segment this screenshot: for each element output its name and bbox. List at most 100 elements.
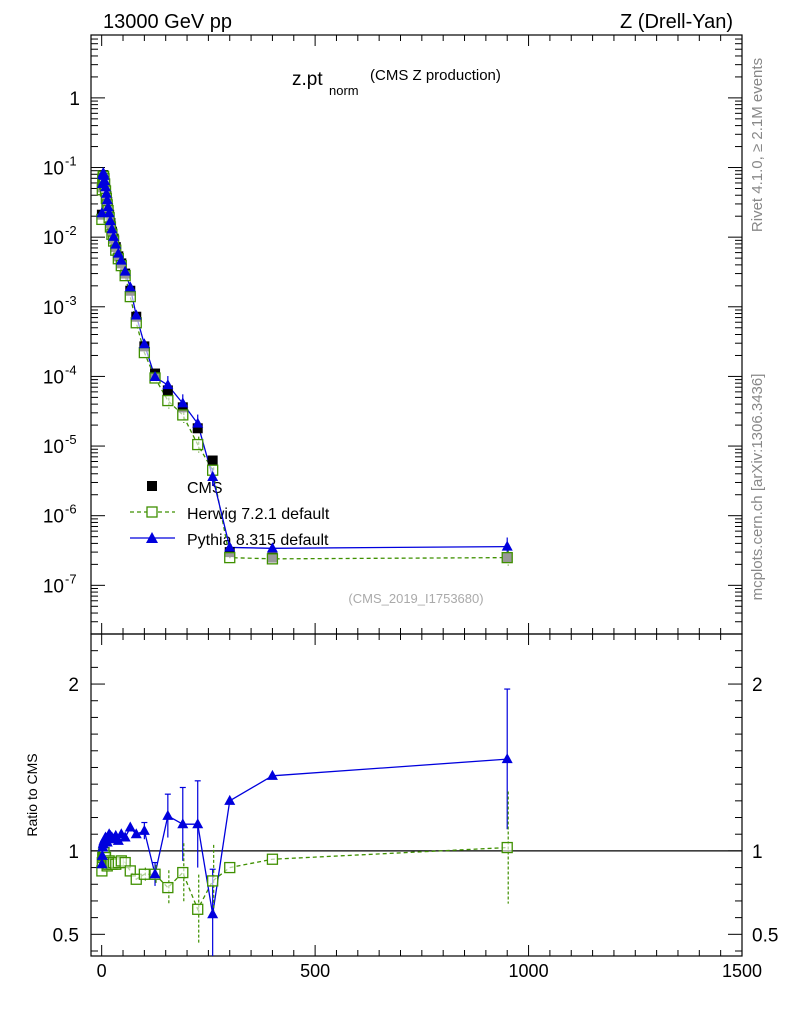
- ratio-axis-label: Ratio to CMS: [24, 753, 40, 836]
- pythia-ratio-point: [192, 818, 204, 829]
- pythia-point: [103, 207, 115, 218]
- plot-title-subscript: norm: [329, 83, 359, 98]
- x-tick-label: 1500: [722, 961, 762, 981]
- herwig-ratio-point: [124, 865, 136, 877]
- y-tick-label: 10: [43, 576, 64, 597]
- pythia-point: [224, 541, 236, 552]
- herwig-point: [192, 438, 204, 451]
- y-tick-exponent: -3: [65, 293, 77, 308]
- cms-point: [192, 423, 203, 434]
- mcplots-label: mcplots.cern.ch [arXiv:1306.3436]: [749, 374, 766, 601]
- pythia-ratio-point: [266, 769, 278, 780]
- cms-point: [162, 385, 173, 396]
- herwig-point: [177, 409, 189, 421]
- pythia-point: [149, 371, 161, 382]
- x-tick-label: 0: [97, 961, 107, 981]
- pythia-point: [501, 540, 513, 551]
- header-right: Z (Drell-Yan): [620, 11, 733, 33]
- pythia-ratio-point: [130, 828, 142, 839]
- y-tick-exponent: -7: [65, 571, 77, 586]
- pythia-point: [138, 338, 150, 349]
- legend-label-cms: CMS: [187, 480, 223, 497]
- pythia-point: [207, 470, 219, 481]
- y-tick-label: 10: [43, 159, 64, 180]
- pythia-point: [108, 230, 120, 241]
- pythia-point: [100, 187, 112, 198]
- herwig-point: [266, 553, 279, 565]
- y-tick-label: 10: [43, 437, 64, 458]
- plot-title-note: (CMS Z production): [370, 67, 501, 84]
- pythia-point: [177, 397, 189, 408]
- y-tick-label: 10: [43, 507, 64, 528]
- pythia-point: [104, 215, 116, 226]
- pythia-ratio-point: [112, 834, 124, 845]
- y-tick-label: 10: [43, 367, 64, 388]
- herwig-ratio-point: [207, 875, 219, 887]
- ratio-tick-label-right: 1: [752, 842, 763, 863]
- y-tick-exponent: -6: [65, 502, 77, 517]
- herwig-ratio-point: [192, 903, 204, 915]
- herwig-ratio-point: [501, 841, 513, 854]
- pythia-point: [110, 238, 122, 249]
- legend-label-herwig: Herwig 7.2.1 default: [187, 506, 330, 523]
- pythia-point: [101, 194, 113, 205]
- pythia-point: [124, 281, 136, 292]
- pythia-point: [96, 207, 108, 218]
- pythia-point: [119, 265, 131, 276]
- y-tick-exponent: -5: [65, 432, 77, 447]
- y-tick-exponent: -4: [65, 362, 77, 377]
- legend-marker-cms: [147, 481, 157, 491]
- pythia-point: [266, 542, 278, 553]
- header-left: 13000 GeV pp: [103, 11, 232, 33]
- pythia-ratio-point: [149, 868, 161, 879]
- herwig-point: [138, 346, 151, 359]
- pythia-point: [98, 169, 110, 180]
- legend-marker-pythia: [146, 532, 158, 543]
- herwig-point: [124, 290, 136, 303]
- pythia-point: [192, 417, 204, 428]
- pythia-ratio-point: [224, 794, 236, 805]
- y-tick-label: 10: [43, 228, 64, 249]
- pythia-point: [130, 309, 142, 320]
- pythia-ratio-point: [101, 836, 113, 847]
- ratio-tick-label: 2: [68, 675, 79, 696]
- pythia-ratio-point: [162, 809, 174, 820]
- legend-marker-herwig: [146, 506, 158, 518]
- pythia-ratio-point: [96, 849, 108, 860]
- y-tick-label: 10: [43, 298, 64, 319]
- pythia-point: [106, 223, 118, 234]
- pythia-ratio-point: [177, 818, 189, 829]
- rivet-label: Rivet 4.1.0, ≥ 2.1M events: [749, 58, 766, 232]
- ratio-tick-label-right: 2: [752, 675, 763, 696]
- herwig-point: [224, 551, 236, 564]
- herwig-point: [162, 394, 174, 407]
- herwig-point: [501, 551, 513, 564]
- pythia-point: [102, 201, 114, 212]
- pythia-point: [115, 254, 127, 265]
- y-tick-exponent: -2: [65, 223, 77, 238]
- x-tick-label: 1000: [509, 961, 549, 981]
- pythia-ratio-point: [124, 821, 136, 832]
- ratio-tick-label: 0.5: [53, 925, 79, 946]
- herwig-ratio-point: [177, 866, 189, 879]
- y-tick-label: 1: [69, 89, 80, 110]
- ratio-tick-label-right: 0.5: [752, 925, 778, 946]
- legend-label-pythia: Pythia 8.315 default: [187, 532, 329, 549]
- x-tick-label: 500: [300, 961, 330, 981]
- herwig-ratio-point: [266, 853, 279, 865]
- plot-title: z.pt: [292, 69, 323, 90]
- pythia-ratio-point: [96, 858, 108, 869]
- herwig-ratio-point: [138, 868, 151, 880]
- herwig-ratio-point: [162, 881, 174, 894]
- pythia-ratio-point: [119, 831, 131, 842]
- herwig-ratio-point: [224, 861, 236, 874]
- y-tick-exponent: -1: [65, 154, 77, 169]
- pythia-point: [162, 379, 174, 390]
- cms-point: [207, 455, 218, 466]
- pythia-ratio-point: [501, 753, 513, 764]
- pythia-ratio-point: [138, 824, 150, 835]
- pythia-ratio-point: [207, 908, 219, 919]
